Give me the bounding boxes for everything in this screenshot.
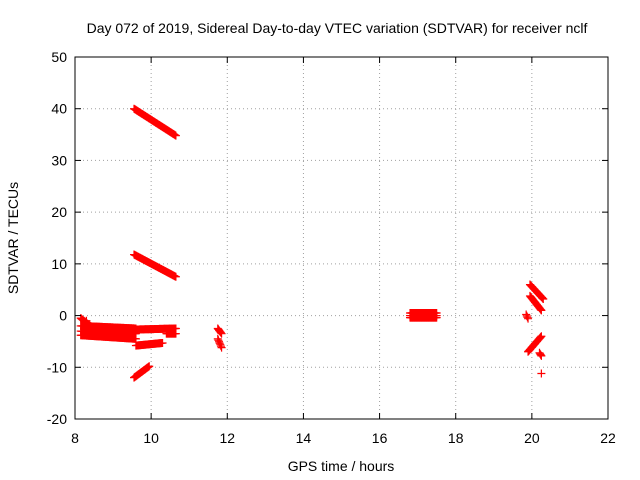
x-tick-label: 22: [600, 430, 616, 446]
data-point: [171, 272, 180, 281]
y-axis-label: SDTVAR / TECUs: [5, 182, 21, 294]
data-point: [217, 329, 226, 338]
data-point: [536, 304, 545, 313]
x-axis-label: GPS time / hours: [288, 458, 395, 474]
data-point: [538, 293, 547, 302]
data-point: [536, 332, 545, 341]
data-point: [536, 349, 545, 358]
data-point: [145, 362, 154, 371]
data-point: [539, 295, 548, 304]
data-point: [122, 333, 131, 342]
data-point: [536, 305, 545, 314]
y-tick-label: 50: [51, 49, 67, 65]
data-point: [171, 131, 180, 140]
y-tick-label: 10: [51, 256, 67, 272]
data-point: [171, 329, 180, 338]
chart-title: Day 072 of 2019, Sidereal Day-to-day VTE…: [87, 20, 588, 36]
x-tick-label: 14: [296, 430, 312, 446]
x-tick-label: 16: [372, 430, 388, 446]
data-point: [131, 334, 140, 343]
x-axis-ticks: 8 10 12 14 16 18 20 22: [71, 57, 616, 446]
grid-lines: [75, 57, 608, 419]
data-point: [432, 313, 441, 322]
data-point: [536, 350, 545, 359]
x-tick-label: 10: [143, 430, 159, 446]
y-axis-ticks: -20 -10 0 10 20 30 40 50: [47, 49, 608, 427]
data-point: [537, 351, 546, 360]
data-point: [537, 369, 546, 378]
y-tick-label: 20: [51, 204, 67, 220]
y-tick-label: -20: [47, 411, 67, 427]
data-point: [216, 327, 225, 336]
plot-frame: [74, 56, 609, 420]
data-point: [537, 332, 546, 341]
data-point: [82, 316, 91, 325]
data-point: [216, 328, 225, 337]
data-point: [536, 333, 545, 342]
x-tick-label: 18: [448, 430, 464, 446]
data-point: [158, 338, 167, 347]
x-tick-label: 8: [71, 430, 79, 446]
data-point: [537, 306, 546, 315]
x-tick-label: 20: [524, 430, 540, 446]
y-tick-label: 40: [51, 101, 67, 117]
data-point: [216, 342, 225, 351]
data-point: [524, 314, 533, 323]
data-points: [76, 104, 548, 382]
data-point: [126, 327, 135, 336]
y-tick-label: -10: [47, 359, 67, 375]
y-tick-label: 30: [51, 152, 67, 168]
y-tick-label: 0: [59, 308, 67, 324]
data-point: [523, 313, 532, 322]
data-point: [538, 294, 547, 303]
x-tick-label: 12: [219, 430, 235, 446]
data-point: [217, 343, 226, 352]
